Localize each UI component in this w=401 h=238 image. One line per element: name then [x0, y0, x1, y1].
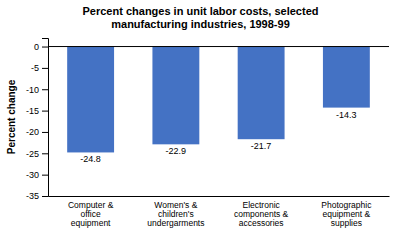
- x-tick-label-line: accessories: [239, 218, 284, 228]
- y-axis: 0 -5 -10 -15 -20 -25 -30 -35: [26, 39, 49, 202]
- zero-line: [48, 46, 389, 47]
- bar: [238, 47, 285, 140]
- bar: [323, 47, 370, 108]
- x-axis: Computer &officeequipment Women's &childr…: [49, 197, 390, 229]
- x-tick: Women's &children'sundergarments: [147, 200, 204, 229]
- x-tick-label-line: equipment: [71, 218, 111, 228]
- title-line: Percent changes in unit labor costs, sel…: [83, 5, 319, 17]
- x-tick-label: Photographicequipment &supplies: [321, 200, 372, 229]
- y-tick-label: -5: [31, 63, 39, 73]
- y-tick: 0: [34, 42, 48, 52]
- y-tick-label: -10: [26, 85, 39, 95]
- x-tick-label: Electroniccomponents &accessories: [234, 200, 289, 229]
- data-label: -24.8: [80, 154, 101, 164]
- data-label: -21.7: [251, 141, 272, 151]
- data-labels: -24.8 -22.9 -21.7 -14.3: [80, 110, 356, 165]
- y-tick: -25: [26, 149, 48, 159]
- x-tick-label: Computer &officeequipment: [68, 200, 114, 229]
- x-tick-label-line: supplies: [331, 218, 362, 228]
- bar: [152, 47, 199, 145]
- data-label: -22.9: [166, 146, 187, 156]
- plot-area: 0 -5 -10 -15 -20 -25 -30 -35 Computer &officeequ…: [26, 39, 390, 229]
- y-tick-mark: [42, 68, 48, 69]
- y-tick-label: -20: [26, 127, 39, 137]
- y-tick-mark: [42, 153, 48, 154]
- y-tick: -20: [26, 127, 48, 137]
- y-tick: -15: [26, 106, 48, 116]
- y-tick-mark: [42, 89, 48, 90]
- x-tick: Computer &officeequipment: [68, 200, 114, 229]
- y-axis-line: [42, 39, 49, 197]
- data-label: -14.3: [336, 110, 357, 120]
- y-tick-mark: [42, 175, 48, 176]
- y-tick: -35: [26, 191, 48, 201]
- y-tick-mark: [42, 111, 48, 112]
- y-tick-label: -15: [26, 106, 39, 116]
- y-axis-title: Percent change: [6, 79, 17, 154]
- y-tick-label: 0: [34, 42, 39, 52]
- title-line: manufacturing industries, 1998-99: [111, 18, 290, 30]
- y-tick-label: -35: [26, 191, 39, 201]
- title: Percent changes in unit labor costs, sel…: [83, 5, 319, 30]
- y-tick-mark: [42, 196, 48, 197]
- y-tick: -10: [26, 85, 48, 95]
- x-tick-label: Women's &children'sundergarments: [147, 200, 204, 229]
- y-tick-mark: [42, 132, 48, 133]
- y-tick: -5: [31, 63, 48, 73]
- chart: 0 -5 -10 -15 -20 -25 -30 -35 Computer &officeequ…: [0, 0, 401, 238]
- y-tick-label: -30: [26, 170, 39, 180]
- y-tick-mark: [42, 47, 48, 48]
- bar: [67, 47, 114, 153]
- bars: [67, 47, 370, 153]
- x-tick: Photographicequipment &supplies: [321, 200, 372, 229]
- x-tick-label-line: undergarments: [147, 218, 204, 228]
- x-tick: Electroniccomponents &accessories: [234, 200, 289, 229]
- y-tick-label: -25: [26, 149, 39, 159]
- y-tick: -30: [26, 170, 48, 180]
- x-axis-line: [49, 196, 390, 197]
